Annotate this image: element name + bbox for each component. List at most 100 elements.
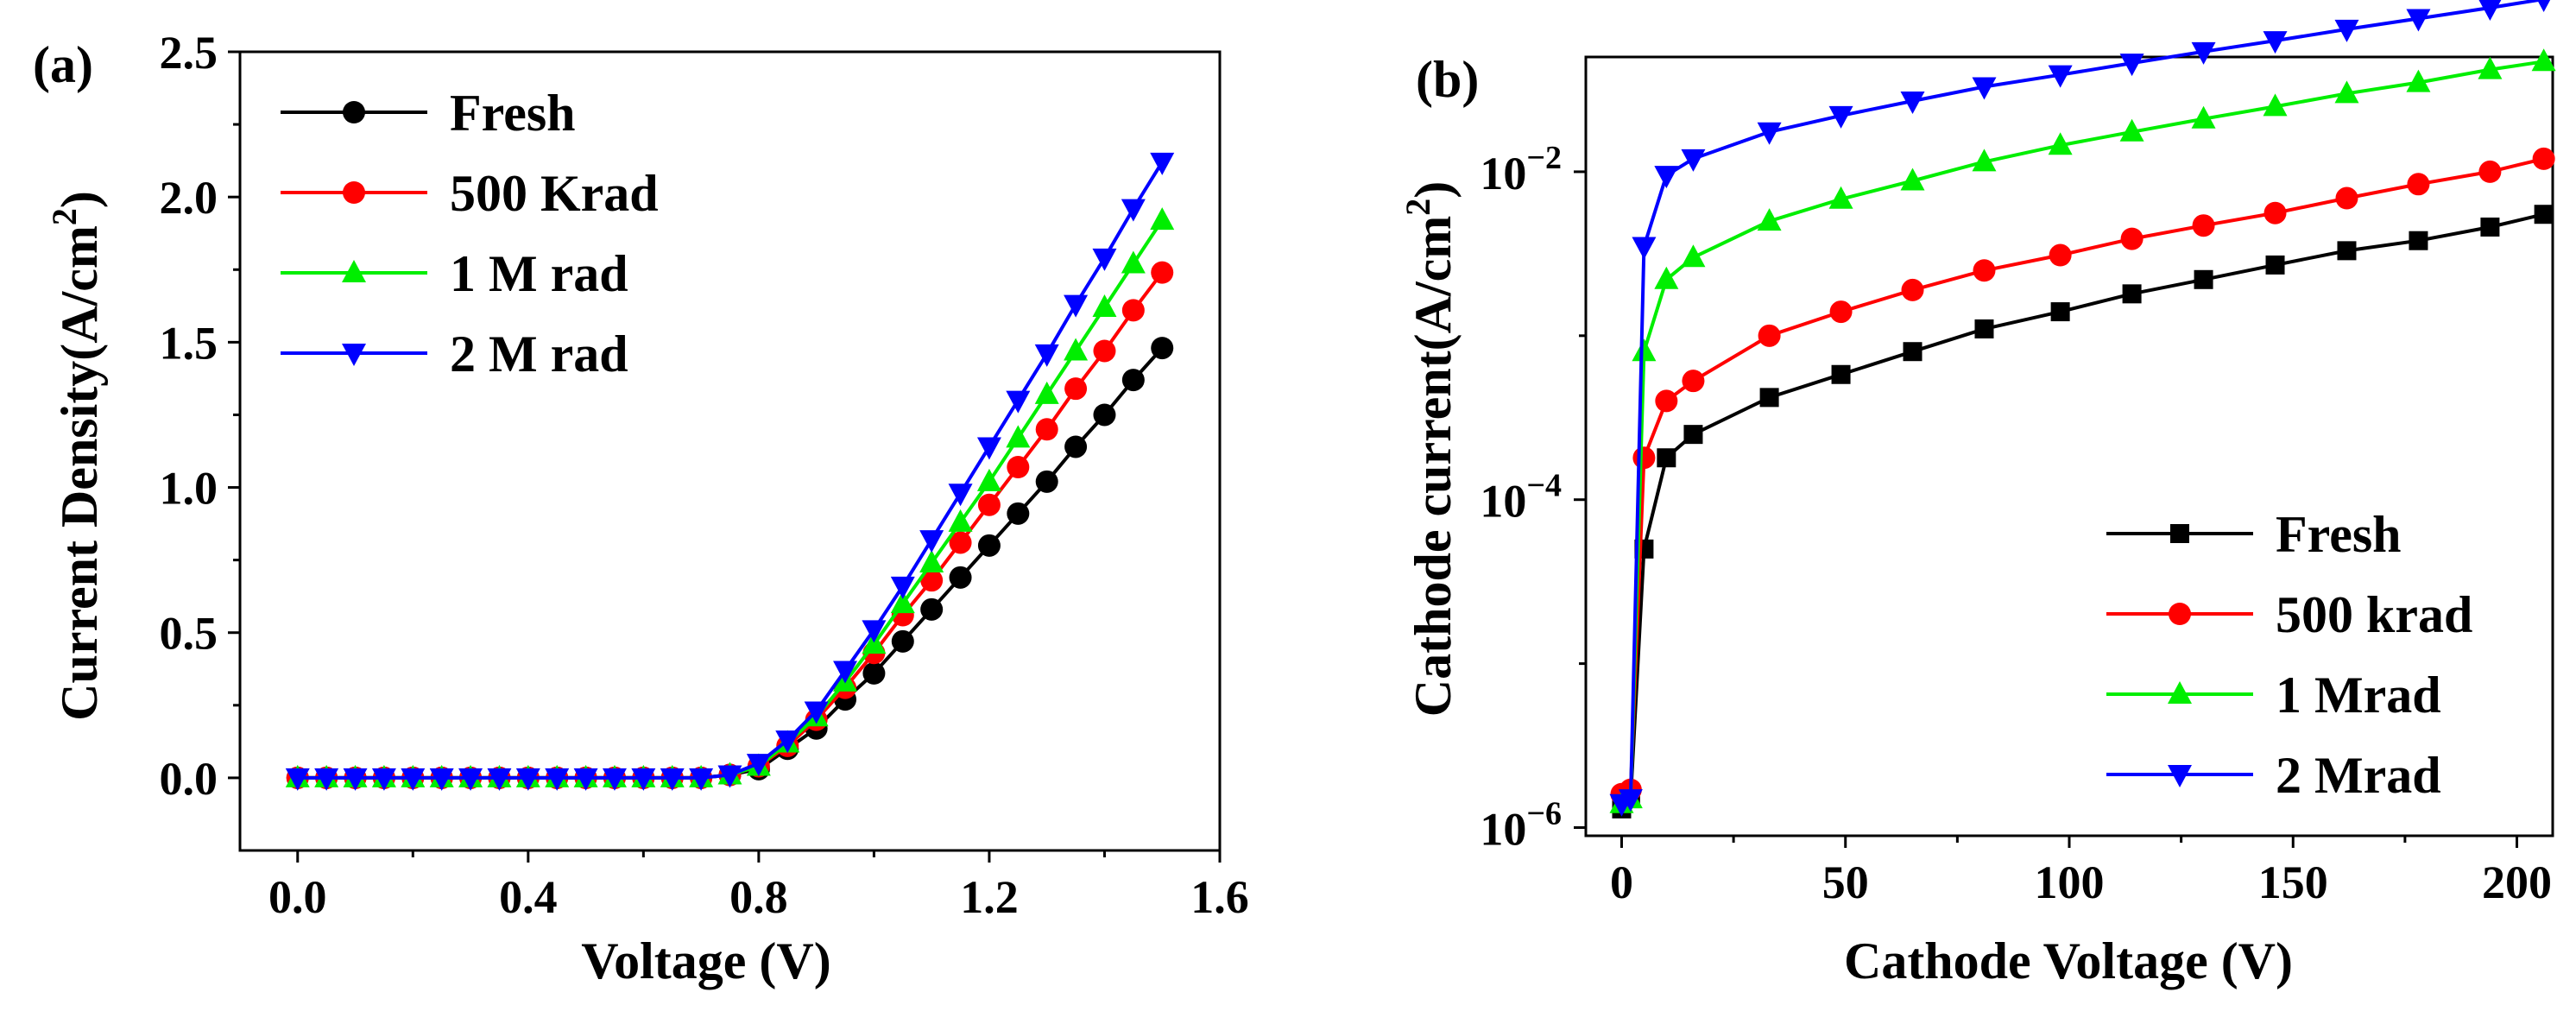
data-point (1034, 344, 1059, 367)
data-point (862, 620, 887, 643)
data-point (1682, 370, 1705, 393)
x-tick-label: 150 (2258, 856, 2328, 908)
data-point (1829, 300, 1853, 324)
panel-a-chart: (a) 0.0 0.4 0.8 1.2 1.6 0.0 0.5 1.0 1.5 2.0 2.5 Fre… (33, 27, 1249, 989)
x-tick-label: 1.6 (1190, 871, 1249, 923)
data-point (1973, 259, 1996, 282)
data-point (1064, 435, 1088, 458)
data-point (631, 768, 656, 791)
legend-item: 2 Mrad (2106, 747, 2441, 804)
data-point (1654, 266, 1679, 289)
data-point (2049, 243, 2072, 267)
x-tick-label: 1.2 (960, 871, 1019, 923)
data-point (2119, 54, 2144, 77)
x-tick-label: 200 (2482, 856, 2552, 908)
data-point (2406, 9, 2431, 32)
legend: Fresh 500 Krad 1 M rad 2 M rad (281, 85, 659, 382)
panel-b-label: (b) (1416, 51, 1479, 108)
data-point (2335, 186, 2358, 210)
data-point (1831, 364, 1851, 384)
data-point (1758, 324, 1781, 347)
legend-label: 500 Krad (450, 165, 659, 222)
data-point (1681, 244, 1706, 268)
x-tick-label: 0 (1610, 856, 1633, 908)
data-point (285, 768, 310, 791)
data-point (2532, 147, 2555, 170)
data-point (2048, 65, 2073, 88)
legend-marker (2168, 765, 2192, 787)
data-point (2478, 160, 2502, 183)
data-point (890, 591, 915, 614)
data-point (1093, 339, 1116, 363)
data-point (1759, 388, 1779, 408)
data-point (804, 701, 829, 724)
data-point (1121, 199, 1146, 222)
data-point (1828, 105, 1853, 129)
y-tick-label: 1.0 (160, 463, 218, 515)
data-point (1035, 418, 1058, 441)
legend-label: Fresh (2276, 506, 2402, 563)
data-point (1121, 299, 1145, 322)
data-point (2191, 105, 2216, 129)
y-tick-label: 2.0 (160, 172, 218, 224)
data-point (1974, 319, 1994, 338)
data-point (1900, 168, 1925, 191)
data-point (2263, 31, 2288, 54)
data-point (1121, 369, 1145, 392)
data-point (1007, 456, 1030, 478)
legend-item: 2 M rad (281, 326, 628, 382)
data-point (862, 661, 886, 685)
data-point (1683, 425, 1703, 445)
data-point (689, 768, 714, 791)
legend-marker (343, 101, 365, 123)
data-point (2409, 231, 2428, 250)
data-point (1657, 448, 1676, 468)
panel-a-label: (a) (33, 36, 93, 93)
series-2-mrad (1609, 0, 2551, 817)
panel-a-x-axis-title: Voltage (V) (581, 932, 830, 989)
data-point (891, 629, 914, 653)
data-point (1757, 122, 1782, 145)
x-tick-label: 0.8 (729, 871, 788, 923)
legend-label: 2 M rad (450, 326, 628, 382)
data-point (1972, 149, 1997, 172)
data-point (1093, 403, 1116, 427)
data-point (1092, 294, 1117, 317)
legend-label: 1 Mrad (2276, 667, 2441, 724)
data-point (1064, 377, 1088, 401)
panel-b-y-axis-title: Cathode current(A/cm2) (1398, 181, 1462, 717)
data-point (2050, 302, 2070, 322)
data-point (1064, 338, 1089, 361)
data-point (1034, 381, 1059, 404)
y-tick-label: 0.5 (160, 608, 218, 660)
data-point (2192, 214, 2215, 237)
data-point (890, 576, 915, 599)
data-point (1121, 250, 1146, 274)
y-tick-label: 1.5 (160, 317, 218, 369)
data-point (948, 484, 973, 507)
legend-item: Fresh (281, 85, 576, 142)
data-point (1006, 425, 1031, 448)
data-point (401, 768, 426, 791)
data-point (948, 509, 973, 532)
legend-marker (342, 260, 366, 282)
legend-marker (343, 181, 365, 204)
legend-label: Fresh (450, 85, 576, 142)
data-point (977, 493, 1001, 516)
legend-label: 1 M rad (450, 245, 628, 302)
data-point (1900, 92, 1925, 115)
data-point (2120, 227, 2144, 250)
data-point (746, 754, 771, 777)
data-point (2534, 205, 2554, 224)
y-tick-label: 10−6 (1480, 796, 1562, 856)
data-point (515, 768, 540, 791)
data-point (1654, 166, 1679, 189)
legend-item: 500 krad (2106, 586, 2472, 643)
data-point (2337, 241, 2357, 261)
legend-item: 500 Krad (281, 165, 659, 222)
data-point (1064, 294, 1089, 318)
data-point (487, 768, 512, 791)
legend-marker (342, 344, 366, 366)
data-point (949, 531, 972, 554)
